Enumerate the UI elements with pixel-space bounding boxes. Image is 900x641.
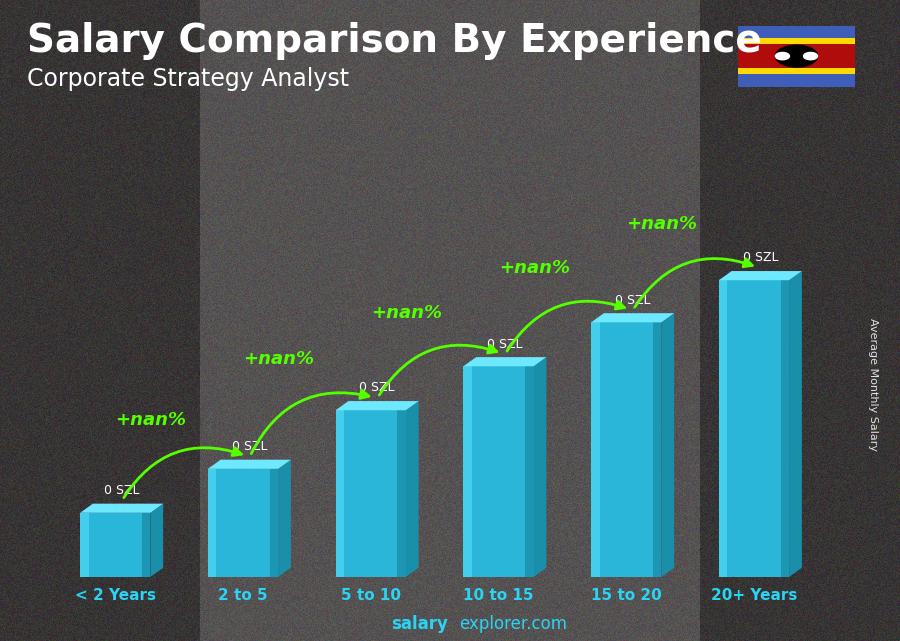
Text: salary: salary <box>392 615 448 633</box>
Bar <box>398 410 406 577</box>
Text: Corporate Strategy Analyst: Corporate Strategy Analyst <box>27 67 349 91</box>
Text: +nan%: +nan% <box>626 215 698 233</box>
Bar <box>208 469 216 577</box>
Bar <box>738 44 855 68</box>
Bar <box>652 322 662 577</box>
Polygon shape <box>662 313 674 577</box>
Bar <box>80 513 88 577</box>
Bar <box>80 513 150 577</box>
Bar <box>270 469 278 577</box>
Text: Average Monthly Salary: Average Monthly Salary <box>868 318 878 451</box>
Text: 0 SZL: 0 SZL <box>615 294 651 306</box>
Polygon shape <box>278 460 291 577</box>
Text: +nan%: +nan% <box>115 410 186 429</box>
Bar <box>719 280 789 577</box>
Circle shape <box>776 45 817 67</box>
Polygon shape <box>591 313 674 322</box>
Polygon shape <box>719 271 802 280</box>
Text: 0 SZL: 0 SZL <box>487 338 523 351</box>
Bar <box>208 469 278 577</box>
Polygon shape <box>208 460 291 469</box>
Text: 0 SZL: 0 SZL <box>104 484 140 497</box>
Bar <box>719 280 727 577</box>
Bar <box>738 68 855 74</box>
Text: +nan%: +nan% <box>499 258 570 276</box>
Text: 0 SZL: 0 SZL <box>742 251 778 265</box>
Circle shape <box>776 53 789 60</box>
Polygon shape <box>336 401 418 410</box>
Bar <box>738 26 855 38</box>
Bar <box>464 366 534 577</box>
Bar <box>591 322 599 577</box>
Text: explorer.com: explorer.com <box>459 615 567 633</box>
Bar <box>336 410 406 577</box>
Bar <box>336 410 344 577</box>
Bar <box>464 366 472 577</box>
Polygon shape <box>789 271 802 577</box>
Circle shape <box>804 53 817 60</box>
Bar <box>591 322 662 577</box>
Polygon shape <box>150 504 163 577</box>
Polygon shape <box>534 357 546 577</box>
Text: 0 SZL: 0 SZL <box>359 381 395 394</box>
Text: Salary Comparison By Experience: Salary Comparison By Experience <box>27 22 761 60</box>
Text: 0 SZL: 0 SZL <box>231 440 267 453</box>
Bar <box>526 366 534 577</box>
Bar <box>738 74 855 87</box>
Bar <box>738 38 855 44</box>
Bar <box>142 513 150 577</box>
Polygon shape <box>406 401 419 577</box>
Bar <box>780 280 789 577</box>
Text: +nan%: +nan% <box>243 350 314 368</box>
Polygon shape <box>464 357 546 366</box>
Text: +nan%: +nan% <box>371 304 442 322</box>
Polygon shape <box>80 504 163 513</box>
